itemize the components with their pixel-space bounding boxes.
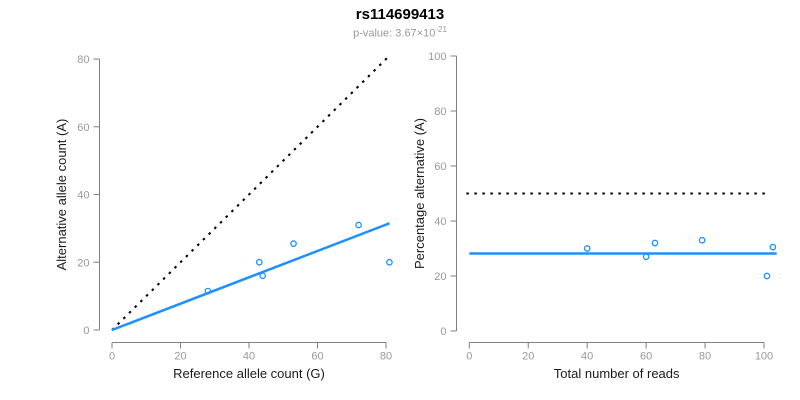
y-tick-label: 80 [434, 106, 446, 118]
y-tick-label: 60 [434, 161, 446, 173]
data-point [255, 258, 263, 266]
y-axis-title: Alternative allele count (A) [54, 119, 69, 271]
data-point [642, 253, 650, 261]
data-point [290, 240, 297, 247]
data-point [583, 245, 591, 252]
data-point [259, 272, 267, 280]
y-tick-label: 60 [77, 122, 89, 134]
y-tick-label: 20 [434, 271, 446, 283]
x-tick-label: 0 [109, 351, 115, 363]
data-point [651, 239, 659, 247]
data-point [355, 221, 362, 229]
data-point [698, 236, 706, 244]
x-tick-label: 60 [311, 351, 323, 363]
x-tick-label: 80 [380, 351, 392, 363]
y-tick-label: 40 [434, 216, 446, 228]
x-tick-label: 20 [174, 351, 186, 363]
identity-line [111, 56, 389, 331]
x-tick-label: 100 [755, 351, 773, 363]
y-tick-label: 80 [77, 54, 89, 66]
y-tick-label: 20 [77, 257, 89, 269]
x-tick-label: 60 [640, 351, 652, 363]
right-plot: 0 20 40 60 80 100 0 20 40 60 80 100 Total number of … [412, 51, 777, 381]
y-tick-label: 0 [440, 326, 446, 338]
x-axis-title: Total number of reads [554, 366, 680, 381]
fit-line [111, 222, 390, 332]
data-point [763, 272, 771, 280]
x-tick-label: 0 [466, 351, 472, 363]
x-tick-label: 20 [522, 351, 534, 363]
y-axis-title: Percentage alternative (A) [412, 118, 427, 269]
x-tick-label: 40 [581, 351, 593, 363]
x-tick-label: 80 [699, 351, 711, 363]
data-point [386, 258, 393, 266]
x-axis-title: Reference allele count (G) [173, 366, 325, 381]
left-plot: 0 20 40 60 80 0 20 40 60 80 Reference allele count… [54, 54, 393, 381]
y-tick-label: 40 [77, 190, 89, 202]
data-point [769, 243, 777, 251]
y-tick-label: 0 [83, 325, 89, 337]
data-point [204, 287, 212, 295]
y-tick-label: 100 [428, 51, 446, 63]
x-tick-label: 40 [243, 351, 255, 363]
